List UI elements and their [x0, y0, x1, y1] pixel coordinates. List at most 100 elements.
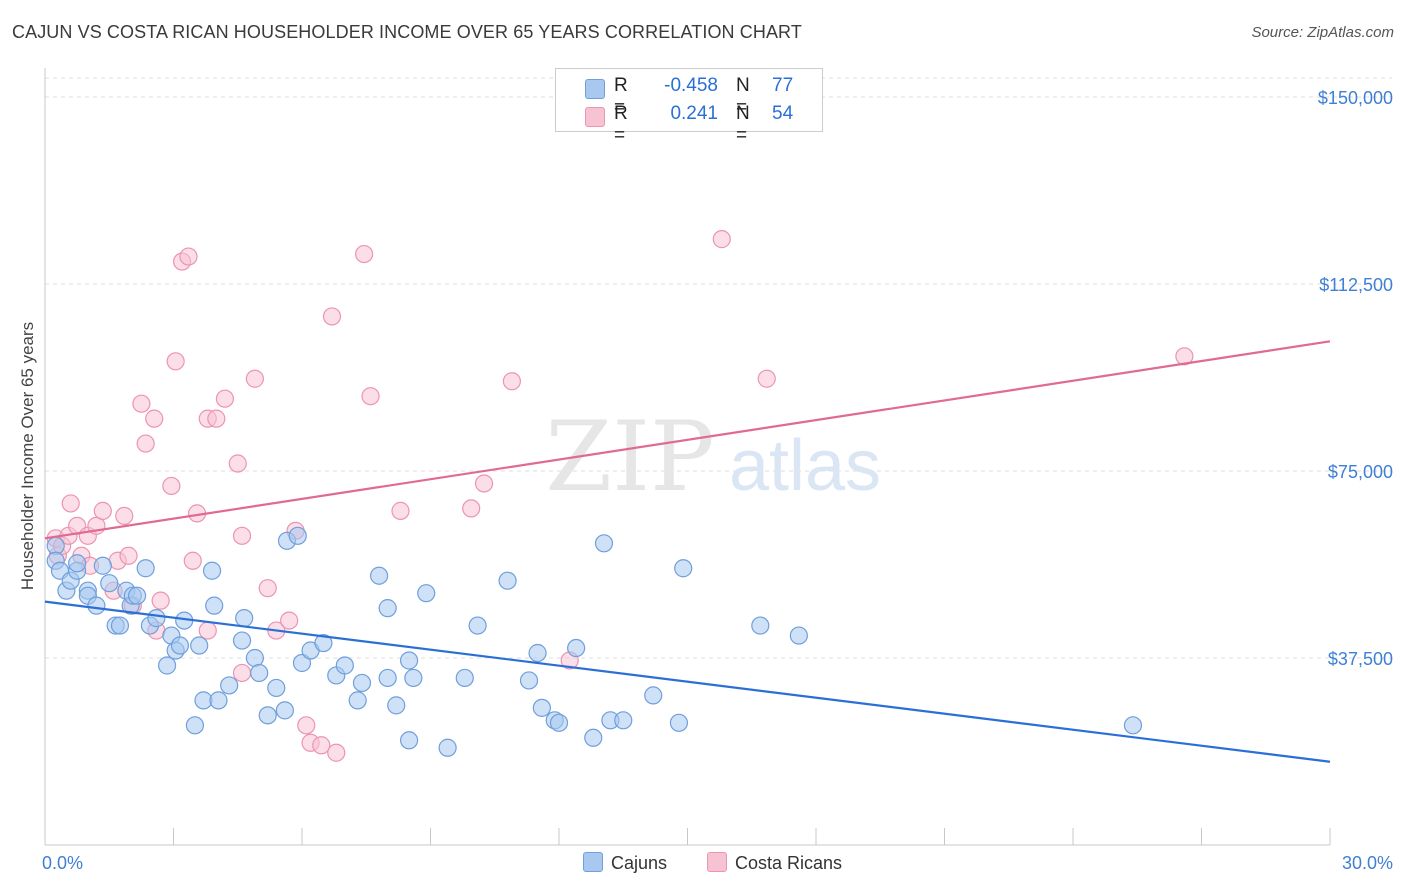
data-points: [46, 230, 1194, 762]
costa-rican-point: [183, 551, 202, 570]
costa-rican-point: [280, 611, 299, 630]
costa-rican-point: [232, 663, 252, 683]
cajun-point: [220, 676, 239, 695]
costa-ricans-legend-swatch: [707, 852, 727, 872]
cajun-point: [205, 596, 224, 615]
cajun-point: [532, 698, 551, 717]
cajun-point: [567, 638, 586, 658]
cajun-point: [644, 686, 663, 705]
costa-rican-point: [115, 506, 134, 525]
cajun-point: [528, 643, 547, 663]
costa-rican-point: [474, 474, 494, 493]
costa-rican-point: [198, 621, 217, 640]
cajun-point: [455, 668, 474, 688]
cajun-point: [549, 713, 569, 732]
cajun-point: [209, 691, 228, 710]
cajun-point: [1123, 716, 1143, 735]
legend-label-costa-ricans: Costa Ricans: [735, 853, 843, 873]
costa-rican-point: [245, 369, 264, 388]
cajun-point: [751, 616, 770, 635]
y-tick-label: $37,500: [1328, 649, 1393, 669]
cajun-point: [185, 716, 205, 735]
cajun-point: [127, 586, 147, 605]
costa-rican-point: [228, 454, 247, 473]
cajun-point: [378, 599, 397, 618]
cajun-point: [190, 636, 209, 655]
cajun-point: [370, 566, 389, 585]
n-label: N =: [736, 75, 750, 118]
r-label: R =: [614, 75, 628, 118]
cajun-point: [584, 728, 603, 747]
costa-rican-point: [322, 307, 342, 326]
cajun-point: [87, 596, 106, 615]
cajun-trend-line: [44, 600, 1331, 763]
costa-rican-point: [136, 434, 155, 453]
cajun-point: [348, 691, 367, 710]
costa-rican-point: [258, 579, 277, 598]
costa-rican-point: [712, 230, 731, 249]
costa-rican-point: [166, 352, 185, 371]
cajun-point: [100, 574, 119, 593]
costa-rican-point: [215, 389, 234, 408]
y-tick-label: $150,000: [1318, 88, 1393, 108]
costa-rican-point: [327, 743, 346, 762]
cajun-point: [352, 673, 372, 693]
costa-rican-point: [132, 394, 151, 413]
cajun-point: [202, 561, 222, 580]
cajuns-legend-swatch: [583, 852, 603, 872]
costa-rican-point: [179, 247, 198, 266]
costa-ricans-swatch: [585, 107, 605, 127]
cajun-point: [335, 656, 354, 675]
cajun-point: [399, 651, 419, 670]
cajun-point: [235, 609, 254, 628]
cajun-point: [157, 656, 177, 675]
cajun-point: [136, 559, 155, 578]
costa-rican-point: [162, 476, 181, 496]
cajun-point: [250, 663, 269, 683]
cajun-point: [468, 616, 487, 635]
cajun-point: [93, 556, 112, 575]
cajun-point: [438, 738, 457, 757]
x-tick-label-min: 0.0%: [42, 853, 83, 873]
n-value: 54: [772, 103, 794, 124]
r-value: -0.458: [664, 75, 718, 96]
tick-labels: $37,500 $75,000 $112,500 $150,000 0.0% 30.0%: [42, 88, 1393, 873]
costa-rican-point: [232, 526, 252, 545]
costa-rican-point: [391, 501, 410, 520]
r-value: 0.241: [670, 103, 718, 124]
costa-rican-point: [207, 409, 226, 428]
cajun-point: [594, 534, 614, 553]
legend-label-cajuns: Cajuns: [611, 853, 668, 873]
cajuns-swatch: [585, 79, 605, 99]
y-tick-label: $112,500: [1319, 275, 1393, 295]
cajun-point: [275, 701, 294, 720]
cajun-point: [232, 631, 252, 650]
cajun-point: [674, 559, 693, 578]
zipatlas-watermark: ZIP atlas: [545, 401, 881, 513]
cajun-point: [378, 668, 397, 688]
source-label: Source: ZipAtlas.com: [1251, 24, 1394, 41]
legend-item-costa-ricans: Costa Ricans: [707, 852, 842, 874]
watermark-atlas: atlas: [729, 426, 881, 506]
r-label: R =: [614, 103, 628, 146]
n-label: N =: [736, 103, 750, 146]
cajun-point: [292, 653, 312, 673]
y-tick-label: $75,000: [1328, 462, 1393, 482]
n-value: 77: [772, 75, 794, 96]
costa-rican-point: [61, 494, 80, 513]
cajun-point: [519, 671, 539, 690]
cajun-point: [267, 678, 286, 698]
gridlines: [45, 77, 1392, 659]
cajun-point: [68, 554, 87, 573]
costa-rican-point: [757, 369, 776, 388]
costa-rican-point: [462, 499, 481, 518]
costa-rican-point: [355, 244, 374, 264]
cajun-point: [498, 571, 517, 590]
correlation-stats-box: R = -0.458 N = 77 R = 0.241 N = 54: [555, 68, 823, 146]
legend-item-cajuns: Cajuns: [583, 852, 667, 874]
costa-rican-point: [119, 546, 138, 565]
cajun-point: [789, 626, 808, 645]
costa-rican-point: [151, 591, 170, 610]
chart-title: CAJUN VS COSTA RICAN HOUSEHOLDER INCOME …: [12, 22, 802, 42]
